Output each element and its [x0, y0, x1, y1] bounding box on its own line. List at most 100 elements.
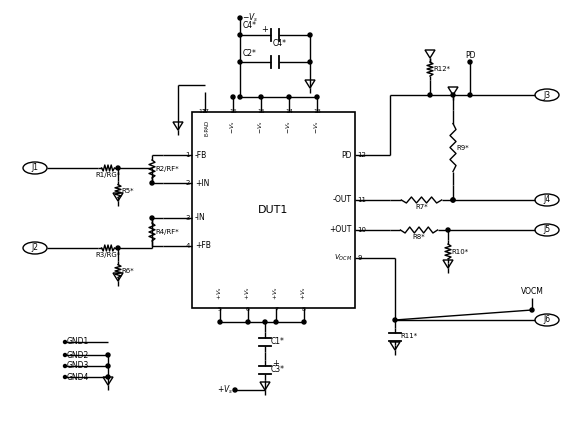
Circle shape — [106, 353, 110, 357]
Text: R11*: R11* — [400, 334, 417, 340]
Circle shape — [468, 60, 472, 64]
Text: 11: 11 — [357, 197, 366, 203]
Circle shape — [308, 60, 312, 64]
Text: C1*: C1* — [271, 338, 285, 347]
Circle shape — [451, 93, 455, 97]
Text: 16: 16 — [229, 109, 237, 114]
Text: 17: 17 — [201, 109, 209, 114]
Text: GND1: GND1 — [67, 338, 89, 347]
Circle shape — [64, 353, 67, 356]
Text: R2/RF*: R2/RF* — [155, 166, 179, 172]
Text: $+V_s$: $+V_s$ — [243, 286, 253, 300]
Circle shape — [64, 341, 67, 344]
Circle shape — [315, 95, 319, 99]
Text: $+V_s$: $+V_s$ — [217, 384, 233, 396]
Text: $-V_s$: $-V_s$ — [228, 120, 238, 134]
Text: -OUT: -OUT — [333, 196, 352, 205]
Text: 15: 15 — [257, 109, 265, 114]
Text: $-V_s$: $-V_s$ — [285, 120, 293, 134]
Circle shape — [106, 375, 110, 379]
Text: 6: 6 — [246, 307, 250, 312]
Text: R9*: R9* — [456, 144, 468, 150]
Text: GND4: GND4 — [67, 372, 90, 381]
Text: 8: 8 — [302, 307, 306, 312]
Text: J6: J6 — [544, 316, 550, 325]
Text: +IN: +IN — [195, 178, 210, 187]
Text: +: + — [272, 359, 279, 368]
Circle shape — [393, 318, 397, 322]
Text: 17: 17 — [198, 109, 206, 114]
Circle shape — [246, 320, 250, 324]
Circle shape — [150, 216, 154, 220]
Circle shape — [64, 365, 67, 368]
Text: -IN: -IN — [195, 214, 205, 222]
Circle shape — [287, 95, 291, 99]
Text: C3*: C3* — [271, 366, 285, 375]
Text: $+V_s$: $+V_s$ — [272, 286, 281, 300]
Text: C4*: C4* — [243, 22, 257, 31]
Circle shape — [116, 246, 120, 250]
Text: R4/RF*: R4/RF* — [155, 229, 179, 235]
Text: $+V_s$: $+V_s$ — [300, 286, 308, 300]
Circle shape — [451, 198, 455, 202]
Text: 10: 10 — [357, 227, 366, 233]
Circle shape — [106, 364, 110, 368]
Text: R8*: R8* — [413, 234, 425, 240]
Text: PD: PD — [465, 50, 475, 59]
Circle shape — [428, 93, 432, 97]
Text: 4: 4 — [185, 243, 190, 249]
Circle shape — [233, 388, 237, 392]
Text: 3: 3 — [185, 215, 190, 221]
Circle shape — [238, 60, 242, 64]
Text: GND2: GND2 — [67, 350, 89, 359]
Text: C2*: C2* — [243, 49, 257, 58]
Text: $-V_s$: $-V_s$ — [313, 120, 321, 134]
Text: 1: 1 — [185, 152, 190, 158]
Circle shape — [446, 228, 450, 232]
Text: 13: 13 — [313, 109, 321, 114]
Circle shape — [530, 308, 534, 312]
Text: 7: 7 — [274, 307, 278, 312]
Circle shape — [263, 320, 267, 324]
Text: 2: 2 — [185, 180, 190, 186]
Text: 14: 14 — [285, 109, 293, 114]
Circle shape — [231, 95, 235, 99]
Text: 9: 9 — [357, 255, 362, 261]
Text: J5: J5 — [544, 225, 550, 234]
Text: $-V_s$: $-V_s$ — [257, 120, 265, 134]
Circle shape — [64, 375, 67, 378]
Text: +OUT: +OUT — [329, 225, 352, 234]
Circle shape — [116, 166, 120, 170]
Text: 12: 12 — [357, 152, 366, 158]
Circle shape — [238, 95, 242, 99]
Text: $-V_s$: $-V_s$ — [242, 12, 258, 24]
Circle shape — [238, 16, 242, 20]
Text: PD: PD — [342, 150, 352, 160]
Circle shape — [259, 95, 263, 99]
Circle shape — [238, 33, 242, 37]
Text: R5*: R5* — [121, 188, 134, 194]
Text: R3/RG*: R3/RG* — [95, 252, 121, 258]
Circle shape — [308, 33, 312, 37]
Text: $V_{OCM}$: $V_{OCM}$ — [334, 253, 352, 263]
Circle shape — [468, 93, 472, 97]
Text: C4*: C4* — [273, 39, 287, 47]
Text: 5: 5 — [218, 307, 222, 312]
Text: VOCM: VOCM — [521, 288, 544, 297]
Text: J2: J2 — [32, 243, 38, 252]
Text: R1/RG*: R1/RG* — [95, 172, 121, 178]
Text: +: + — [261, 25, 268, 34]
Text: $+V_s$: $+V_s$ — [216, 286, 224, 300]
Circle shape — [302, 320, 306, 324]
Text: DUT1: DUT1 — [258, 205, 289, 215]
Text: J4: J4 — [544, 196, 550, 205]
Text: +FB: +FB — [195, 242, 211, 251]
Text: J3: J3 — [544, 90, 550, 99]
Text: R12*: R12* — [433, 66, 450, 72]
Circle shape — [218, 320, 222, 324]
Bar — [192, 112, 355, 308]
Text: E-PAD: E-PAD — [204, 120, 210, 136]
Text: R6*: R6* — [121, 268, 134, 274]
Text: R7*: R7* — [415, 204, 428, 210]
Text: -FB: -FB — [195, 150, 207, 160]
